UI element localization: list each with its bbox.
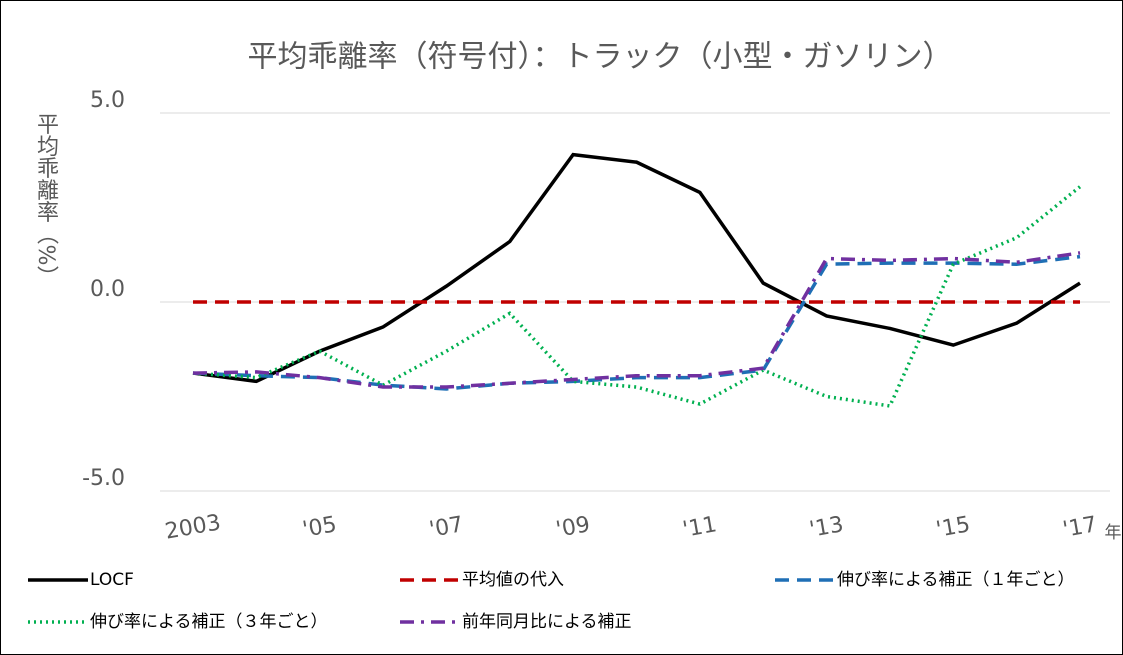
y-tick-label: 0.0 bbox=[90, 277, 125, 302]
series-line bbox=[192, 152, 1081, 384]
x-tick-label: '17 bbox=[1061, 512, 1099, 543]
x-tick-label: '11 bbox=[681, 512, 719, 543]
y-axis-label: 平均乖離率（%） bbox=[33, 113, 59, 288]
series-line bbox=[192, 254, 1081, 391]
x-tick-label: '13 bbox=[808, 512, 846, 543]
series-line bbox=[192, 251, 1081, 389]
legend-label: 平均値の代入 bbox=[462, 570, 564, 590]
legend-label: LOCF bbox=[90, 570, 134, 590]
y-tick-label: -5.0 bbox=[82, 466, 125, 491]
x-tick-label: '15 bbox=[934, 512, 972, 543]
y-tick-label: 5.0 bbox=[90, 88, 125, 113]
x-axis-label: 年 bbox=[1105, 523, 1122, 543]
legend-label: 伸び率による補正（１年ごと） bbox=[837, 570, 1075, 590]
x-tick-label: '09 bbox=[554, 512, 592, 543]
series-line bbox=[192, 185, 1082, 408]
legend-label: 伸び率による補正（３年ごと） bbox=[90, 612, 328, 632]
x-tick-label: '05 bbox=[301, 512, 339, 543]
legend-label: 前年同月比による補正 bbox=[462, 612, 632, 632]
x-tick-label: '07 bbox=[427, 512, 465, 543]
chart-title: 平均乖離率（符号付）：トラック（小型・ガソリン） bbox=[248, 40, 953, 75]
